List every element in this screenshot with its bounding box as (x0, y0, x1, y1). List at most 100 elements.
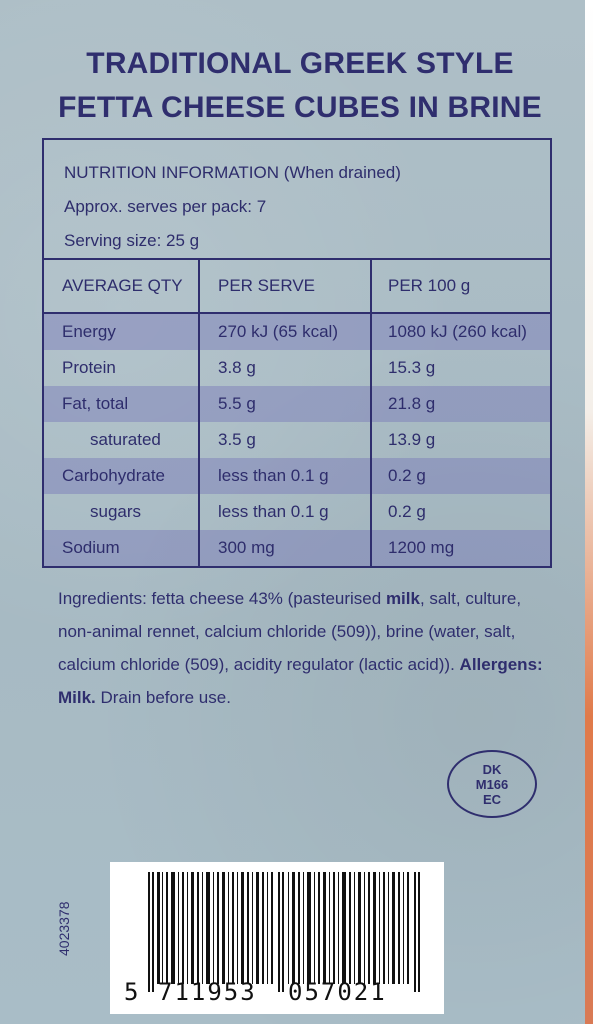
barcode-bar (298, 872, 300, 984)
column-divider-2 (370, 260, 372, 568)
column-header-per-100g: PER 100 g (388, 276, 471, 295)
side-product-code: 4023378 (56, 901, 72, 956)
barcode-bar (398, 872, 400, 984)
per-serve-value: 3.5 g (218, 430, 256, 449)
barcode-bar (418, 872, 420, 992)
barcode-bar (414, 872, 416, 992)
ingredients-text: Ingredients: fetta cheese 43% (pasteuris… (58, 582, 558, 714)
barcode: 5 711953 057021 (110, 862, 444, 1014)
product-title: TRADITIONAL GREEK STYLE FETTA CHEESE CUB… (40, 42, 560, 130)
barcode-right-group: 057021 (288, 978, 387, 1006)
per-100g-value: 0.2 g (388, 502, 426, 521)
product-title-line-1: TRADITIONAL GREEK STYLE (86, 47, 514, 80)
barcode-bar (271, 872, 273, 984)
per-100g-value: 15.3 g (388, 358, 436, 377)
column-header-average-qty: AVERAGE QTY (62, 276, 183, 295)
nutrient-name: saturated (90, 430, 161, 449)
barcode-bar (407, 872, 409, 984)
barcode-bar (241, 872, 244, 984)
ingredients-part-2: , salt, culture, non-animal rennet, calc… (58, 589, 522, 674)
barcode-bar (267, 872, 268, 984)
barcode-bar (288, 872, 289, 984)
barcode-bar (338, 872, 339, 984)
serving-size: Serving size: 25 g (64, 231, 200, 250)
ingredients-part-3: Drain before use. (95, 688, 231, 707)
barcode-bar (256, 872, 259, 984)
table-row: Carbohydrate less than 0.1 g 0.2 g (44, 458, 550, 494)
nutrient-name: Fat, total (62, 394, 129, 413)
barcode-bar (237, 872, 238, 984)
serves-per-pack: Approx. serves per pack: 7 (64, 197, 267, 216)
ingredients-milk-bold: milk (385, 589, 420, 608)
nutrient-name: Carbohydrate (62, 466, 166, 485)
per-serve-value: less than 0.1 g (218, 466, 329, 485)
barcode-bar (379, 872, 380, 984)
barcode-bar (383, 872, 385, 984)
table-row: Fat, total 5.5 g 21.8 g (44, 386, 550, 422)
barcode-bar (323, 872, 326, 984)
health-mark-line-2: M166 (475, 776, 509, 792)
barcode-bar (191, 872, 194, 984)
nutrition-table: AVERAGE QTY PER SERVE PER 100 g Energy 27… (44, 260, 550, 566)
per-100g-value: 13.9 g (388, 430, 436, 449)
barcode-bar (247, 872, 249, 984)
per-100g-value: 0.2 g (388, 466, 426, 485)
barcode-first-digit: 5 (124, 978, 139, 1006)
per-100g-value: 21.8 g (388, 394, 436, 413)
barcode-bar (222, 872, 225, 984)
barcode-bar (364, 872, 365, 984)
per-serve-value: less than 0.1 g (218, 502, 329, 521)
table-row: sugars less than 0.1 g 0.2 g (44, 494, 550, 530)
barcode-bar (403, 872, 404, 984)
barcode-bar (182, 872, 184, 984)
nutrient-name: Sodium (62, 538, 120, 557)
barcode-bars (148, 872, 420, 992)
barcode-bar (162, 872, 163, 984)
allergens-label: Allergens: Milk. (58, 655, 543, 707)
barcode-bar (152, 872, 154, 992)
barcode-bar (303, 872, 304, 984)
barcode-bar (213, 872, 214, 984)
ingredients-part-1: Ingredients: fetta cheese 43% (pasteuris… (58, 589, 386, 608)
barcode-bar (314, 872, 315, 984)
table-row: Protein 3.8 g 15.3 g (44, 350, 550, 386)
barcode-bar (148, 872, 150, 992)
per-serve-value: 3.8 g (218, 358, 256, 377)
barcode-bar (197, 872, 199, 984)
barcode-bar (217, 872, 219, 984)
column-header-per-serve: PER SERVE (218, 276, 316, 295)
barcode-bar (388, 872, 389, 984)
barcode-bar (178, 872, 179, 984)
table-row: Sodium 300 mg 1200 mg (44, 530, 550, 566)
nutrition-heading: NUTRITION INFORMATION (When drained) (64, 163, 401, 182)
per-serve-value: 5.5 g (218, 394, 256, 413)
table-header-row: AVERAGE QTY PER SERVE PER 100 g (44, 260, 550, 314)
product-title-line-2: FETTA CHEESE CUBES IN BRINE (58, 91, 542, 124)
barcode-bar (252, 872, 253, 984)
barcode-digits: 5 711953 057021 (124, 978, 434, 1008)
barcode-bar (157, 872, 160, 984)
barcode-bar (202, 872, 203, 984)
barcode-bar (342, 872, 346, 984)
nutrition-panel: NUTRITION INFORMATION (When drained) App… (42, 138, 552, 568)
nutrition-info-header: NUTRITION INFORMATION (When drained) App… (44, 140, 550, 260)
per-serve-value: 300 mg (218, 538, 275, 557)
barcode-bar (373, 872, 376, 984)
per-100g-value: 1200 mg (388, 538, 455, 557)
barcode-bar (228, 872, 229, 984)
barcode-bar (318, 872, 320, 984)
barcode-left-group: 711953 (158, 978, 257, 1006)
barcode-bar (166, 872, 168, 984)
barcode-bar (349, 872, 351, 984)
barcode-bar (368, 872, 370, 984)
right-edge-strip (585, 0, 593, 1024)
per-serve-value: 270 kJ (65 kcal) (218, 322, 338, 341)
health-mark-oval: DK M166 EC (447, 750, 537, 818)
health-mark-line-3: EC (482, 791, 502, 807)
barcode-bar (333, 872, 335, 984)
barcode-bar (232, 872, 234, 984)
barcode-bar (262, 872, 264, 984)
barcode-bar (354, 872, 355, 984)
barcode-bar (329, 872, 330, 984)
barcode-bar (358, 872, 361, 984)
